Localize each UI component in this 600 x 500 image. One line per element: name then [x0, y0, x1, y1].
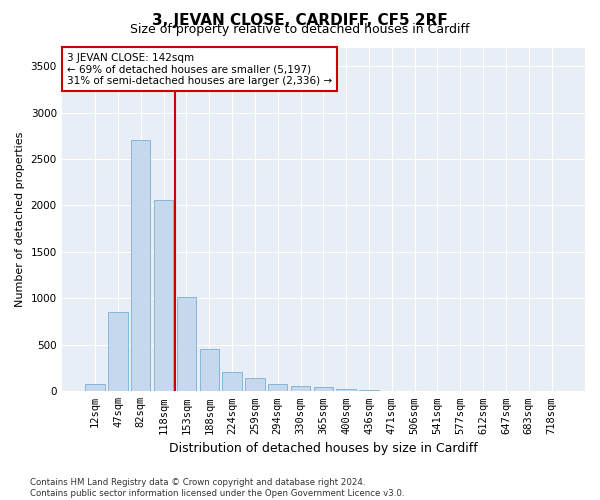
Text: 3, JEVAN CLOSE, CARDIFF, CF5 2RF: 3, JEVAN CLOSE, CARDIFF, CF5 2RF	[152, 12, 448, 28]
Y-axis label: Number of detached properties: Number of detached properties	[15, 132, 25, 307]
X-axis label: Distribution of detached houses by size in Cardiff: Distribution of detached houses by size …	[169, 442, 478, 455]
Bar	[108, 312, 128, 392]
Bar	[314, 387, 333, 392]
Bar	[154, 200, 173, 392]
Bar	[337, 388, 356, 392]
Bar	[85, 384, 105, 392]
Bar	[223, 372, 242, 392]
Text: Size of property relative to detached houses in Cardiff: Size of property relative to detached ho…	[130, 22, 470, 36]
Bar	[177, 296, 196, 392]
Bar	[131, 140, 151, 392]
Bar	[245, 378, 265, 392]
Text: Contains HM Land Registry data © Crown copyright and database right 2024.
Contai: Contains HM Land Registry data © Crown c…	[30, 478, 404, 498]
Bar	[200, 350, 219, 392]
Bar	[382, 390, 401, 392]
Text: 3 JEVAN CLOSE: 142sqm
← 69% of detached houses are smaller (5,197)
31% of semi-d: 3 JEVAN CLOSE: 142sqm ← 69% of detached …	[67, 52, 332, 86]
Bar	[268, 384, 287, 392]
Bar	[291, 386, 310, 392]
Bar	[359, 390, 379, 392]
